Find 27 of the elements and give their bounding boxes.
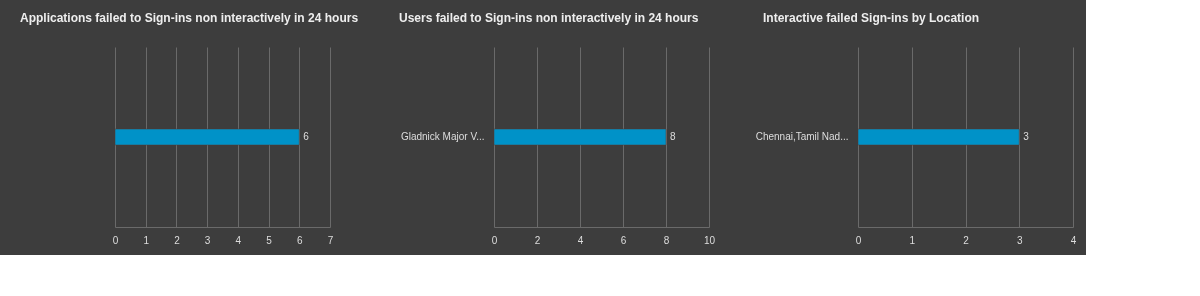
data-label: 8 [670, 131, 676, 142]
x-tick-label: 0 [855, 234, 862, 246]
chart-title: Users failed to Sign-ins non interactively in 24 hours [399, 11, 699, 25]
x-tick-label: 1 [143, 234, 150, 246]
x-tick-label: 6 [620, 234, 627, 246]
y-tick-label: Chennai,Tamil Nad... [755, 131, 849, 142]
data-label: 3 [1023, 131, 1030, 142]
x-tick-label: 5 [266, 234, 273, 246]
x-tick-label: 1 [909, 234, 916, 246]
x-tick-label: 4 [235, 234, 242, 246]
x-tick-label: 6 [297, 234, 303, 246]
x-tick-label: 0 [491, 234, 498, 246]
x-tick-label: 4 [577, 234, 584, 246]
x-tick-label: 10 [703, 234, 716, 246]
x-tick-label: 7 [327, 234, 334, 246]
chart-title: Interactive failed Sign-ins by Location [763, 11, 980, 25]
y-tick-label: Gladnick Major V... [400, 131, 485, 142]
x-tick-label: 2 [963, 234, 970, 246]
x-tick-label: 0 [112, 234, 119, 246]
x-tick-label: 3 [204, 234, 211, 246]
x-tick-label: 3 [1016, 234, 1023, 246]
x-tick-label: 4 [1070, 234, 1077, 246]
x-tick-label: 8 [663, 234, 670, 246]
data-label: 6 [303, 131, 310, 142]
x-tick-label: 2 [174, 234, 181, 246]
chart-title: Applications failed to Sign-ins non interactively in 24 hours [20, 11, 359, 25]
x-tick-label: 2 [534, 234, 541, 246]
